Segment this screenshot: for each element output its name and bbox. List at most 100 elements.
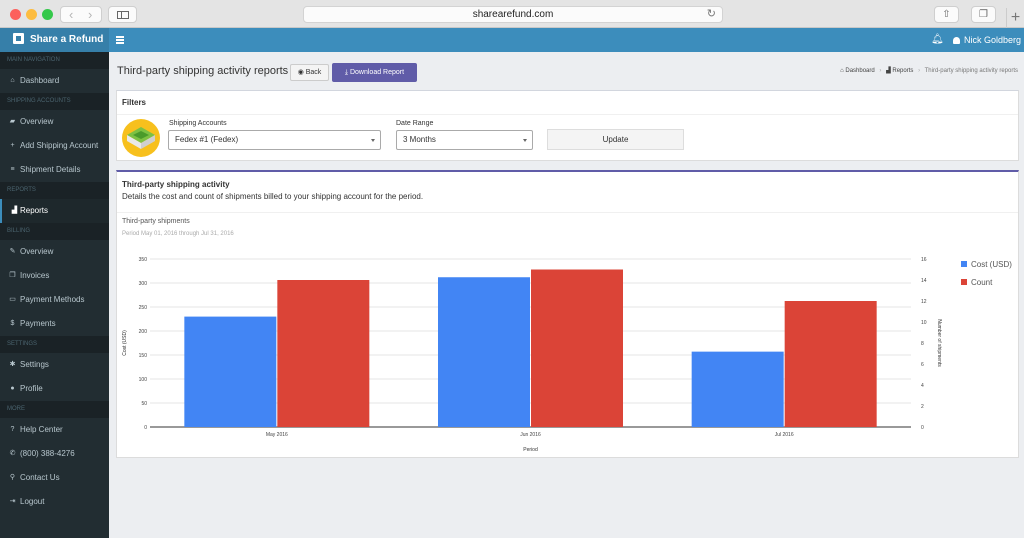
area-chart-icon: ▟ — [886, 68, 891, 74]
sidebar-item-label: Invoices — [20, 271, 50, 280]
download-report-button[interactable]: ⤓ Download Report — [332, 63, 417, 82]
y2-tick-label: 14 — [921, 278, 927, 284]
sidebar-section-header: BILLING — [0, 223, 109, 240]
sidebar-section-header: MAIN NAVIGATION — [0, 52, 109, 69]
sidebar-item-overview[interactable]: ✎ Overview — [0, 240, 109, 264]
breadcrumb-current: Third-party shipping activity reports — [924, 68, 1018, 74]
user-menu[interactable]: Nick Goldberg — [953, 28, 1021, 52]
close-window-button[interactable] — [10, 9, 21, 20]
sidebar-item-overview[interactable]: ▰ Overview — [0, 110, 109, 134]
y-tick-label: 0 — [144, 425, 147, 431]
browser-toolbar: ‹ › sharearefund.com ↻ ⇧ ❐ + — [0, 0, 1024, 28]
bar-count — [277, 280, 370, 427]
shipping-accounts-select[interactable]: Fedex #1 (Fedex) — [168, 130, 381, 150]
list-icon: ≡ — [10, 166, 15, 173]
y-tick-label: 200 — [139, 329, 148, 335]
legend-item[interactable]: Count — [961, 276, 1012, 294]
sidebar-item-label: (800) 388-4276 — [20, 449, 75, 458]
sidebar-item-logout[interactable]: ⇥ Logout — [0, 490, 109, 514]
back-button[interactable]: ◉ Back — [290, 64, 329, 81]
sidebar-item-settings[interactable]: ✱ Settings — [0, 353, 109, 377]
bar-cost-usd — [691, 351, 784, 427]
address-bar[interactable]: sharearefund.com ↻ — [303, 6, 723, 23]
y2-tick-label: 8 — [921, 341, 924, 347]
zoom-window-button[interactable] — [42, 9, 53, 20]
sidebar-item-add-shipping-account[interactable]: + Add Shipping Account — [0, 134, 109, 158]
sidebar-item-payment-methods[interactable]: ▭ Payment Methods — [0, 288, 109, 312]
legend-item[interactable]: Cost (USD) — [961, 258, 1012, 276]
y2-tick-label: 16 — [921, 257, 927, 263]
area-chart-icon: ▟ — [11, 207, 18, 214]
bar-count — [784, 301, 877, 427]
chart-legend: Cost (USD) Count — [961, 258, 1012, 294]
update-button[interactable]: Update — [547, 129, 684, 150]
plus-icon: + — [10, 142, 15, 149]
sidebar-item-label: Payments — [20, 319, 56, 328]
back-arrow-icon[interactable]: ‹ — [69, 7, 74, 22]
y-tick-label: 250 — [139, 305, 148, 311]
dashboard-icon: ⌂ — [10, 77, 15, 84]
brand-logo[interactable]: Share a Refund — [0, 28, 109, 52]
sidebar-item-profile[interactable]: ● Profile — [0, 377, 109, 401]
filters-panel: Filters Shipping Accounts Fedex #1 (Fede… — [116, 90, 1019, 161]
sidebar-item-label: Logout — [20, 497, 45, 506]
y2-tick-label: 0 — [921, 425, 924, 431]
sidebar-item-label: Payment Methods — [20, 295, 85, 304]
edit-icon: ✎ — [9, 248, 16, 255]
divider — [117, 114, 1018, 115]
user-icon — [953, 37, 960, 44]
chart-title: Third-party shipments — [122, 218, 190, 225]
y-tick-label: 150 — [139, 353, 148, 359]
sidebar-item-shipment-details[interactable]: ≡ Shipment Details — [0, 158, 109, 182]
x-tick-label: Jul 2016 — [775, 432, 794, 438]
tabs-icon[interactable]: ❐ — [971, 6, 996, 23]
sidebar-item-reports[interactable]: ▟ Reports — [0, 199, 109, 223]
phone-icon: ✆ — [9, 450, 16, 457]
url-text: sharearefund.com — [472, 9, 554, 20]
share-icon[interactable]: ⇧ — [934, 6, 959, 23]
brand-name: Share a Refund — [30, 34, 104, 45]
download-icon: ⤓ — [344, 69, 349, 76]
sidebar-item-label: Profile — [20, 384, 43, 393]
minimize-window-button[interactable] — [26, 9, 37, 20]
bar-count — [531, 269, 623, 427]
legend-swatch — [961, 261, 967, 267]
new-tab-icon[interactable]: + — [1006, 8, 1024, 28]
copy-icon: ❐ — [9, 272, 16, 279]
activity-title: Third-party shipping activity — [122, 180, 230, 189]
dashboard-icon: ⌂ — [840, 68, 844, 74]
y2-axis-label: Number of shipments — [936, 319, 942, 367]
user-icon: ● — [10, 385, 15, 392]
sidebar-item-label: Shipment Details — [20, 165, 81, 174]
reload-icon[interactable]: ↻ — [706, 8, 716, 20]
caret-down-icon — [371, 139, 375, 142]
sidebar-item-help-center[interactable]: ? Help Center — [0, 418, 109, 442]
breadcrumb-reports[interactable]: Reports — [892, 68, 914, 74]
bell-icon[interactable]: 🔔︎ — [931, 34, 944, 45]
filters-title: Filters — [122, 98, 147, 107]
sidebar-item-contact-us[interactable]: ⚲ Contact Us — [0, 466, 109, 490]
forward-arrow-icon[interactable]: › — [88, 7, 93, 22]
menu-icon[interactable] — [116, 36, 124, 44]
sidebar-section-header: Reports — [0, 182, 109, 199]
back-button-label: Back — [305, 69, 322, 76]
truck-icon: ▰ — [9, 118, 16, 125]
credit-card-icon: ▭ — [9, 296, 16, 303]
sidebar-item-dashboard[interactable]: ⌂ Dashboard — [0, 69, 109, 93]
date-range-value: 3 Months — [403, 135, 436, 144]
dollar-icon: $ — [10, 320, 15, 327]
y2-tick-label: 10 — [921, 320, 927, 326]
sidebar-item-label: Reports — [20, 206, 49, 215]
sidebar-icon[interactable] — [108, 6, 137, 23]
sidebar-item-label: Help Center — [20, 425, 63, 434]
date-range-label: Date Range — [396, 120, 434, 127]
breadcrumb-dashboard[interactable]: Dashboard — [845, 68, 875, 74]
sidebar-item-invoices[interactable]: ❐ Invoices — [0, 264, 109, 288]
legend-swatch — [961, 279, 967, 285]
sidebar-item-label: Contact Us — [20, 473, 60, 482]
date-range-select[interactable]: 3 Months — [396, 130, 533, 150]
sidebar-item-800-388-4276[interactable]: ✆ (800) 388-4276 — [0, 442, 109, 466]
sidebar-item-payments[interactable]: $ Payments — [0, 312, 109, 336]
breadcrumb-separator: › — [879, 68, 882, 74]
y-tick-label: 50 — [141, 401, 147, 407]
